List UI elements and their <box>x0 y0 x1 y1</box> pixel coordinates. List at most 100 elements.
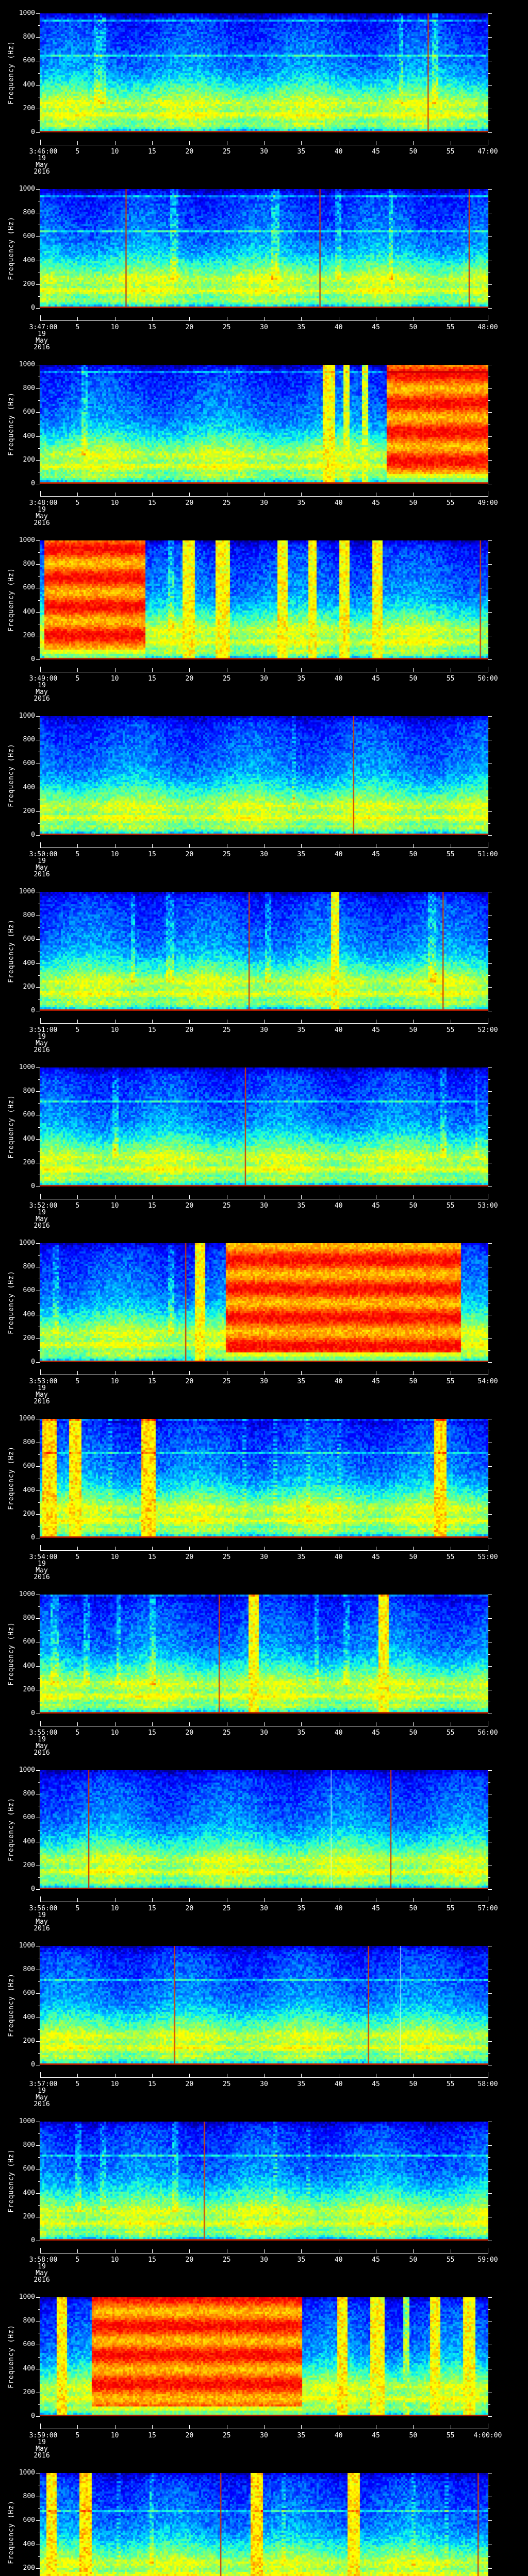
date-label-line: 19 <box>38 1911 46 1919</box>
spectrogram-canvas <box>40 1770 488 1889</box>
y-right-tick-mark <box>488 564 492 565</box>
y-tick-label: 0 <box>31 1007 35 1014</box>
time-tick-label: 55 <box>446 2080 455 2088</box>
time-tick-label: 50 <box>409 499 418 507</box>
y-tick-mark <box>36 540 40 541</box>
y-tick-label: 800 <box>23 2141 35 2149</box>
time-tick-mark <box>413 844 414 848</box>
time-tick-label: 15 <box>148 1729 156 1737</box>
y-tick-mark <box>36 13 40 14</box>
time-tick-mark <box>114 1020 116 1023</box>
time-tick-mark <box>264 1371 265 1375</box>
time-tick-label: 20 <box>185 851 194 858</box>
y-minor-tick-mark <box>38 552 40 553</box>
y-tick-label: 600 <box>23 1286 35 1295</box>
y-tick-label: 800 <box>23 911 35 920</box>
y-axis-title: Frequency (Hz) <box>7 743 15 807</box>
time-tick-label: 55 <box>446 1202 455 1210</box>
y-tick-label: 1000 <box>19 361 35 368</box>
time-tick-label: 15 <box>148 1202 156 1210</box>
time-tick-label: 45 <box>372 851 380 858</box>
time-tick-label: 35 <box>297 851 306 858</box>
spectrogram-canvas <box>40 2122 488 2241</box>
y-minor-tick-mark <box>38 25 40 26</box>
y-right-tick-mark <box>488 600 490 601</box>
y-tick-label: 800 <box>23 1965 35 1974</box>
spectrogram-canvas <box>40 716 488 835</box>
y-minor-tick-mark <box>38 1782 40 1783</box>
date-label: 19 May 2016 <box>23 1385 60 1405</box>
time-tick-label: 40 <box>334 2256 343 2264</box>
y-tick-label: 400 <box>23 2364 35 2372</box>
time-tick-label: 5 <box>75 2432 80 2439</box>
time-tick-mark <box>152 1371 153 1375</box>
time-tick-mark <box>264 844 265 848</box>
time-tick-mark <box>152 1020 153 1023</box>
y-tick-label: 0 <box>31 2061 35 2069</box>
y-tick-label: 400 <box>23 2189 35 2197</box>
time-tick-label: 50 <box>409 1026 418 1034</box>
time-tick-label: 5 <box>75 499 80 507</box>
time-tick-label: 10 <box>110 1026 119 1034</box>
time-tick-label: 5 <box>75 1026 80 1034</box>
y-tick-label: 1000 <box>19 2293 35 2301</box>
y-right-tick-mark <box>488 236 492 238</box>
time-tick-label: 15 <box>148 148 156 156</box>
date-label: 19 May 2016 <box>23 506 60 527</box>
time-tick-mark <box>152 1722 153 1726</box>
time-tick-label: 55 <box>446 851 455 858</box>
time-tick-mark <box>77 1371 78 1375</box>
date-label-line: 19 <box>38 682 46 689</box>
date-label-line: 2016 <box>34 1398 50 1405</box>
time-tick-label: 50 <box>409 1905 418 1912</box>
time-tick-mark <box>40 1194 41 1199</box>
y-tick-label: 0 <box>31 480 35 487</box>
y-minor-tick-mark <box>38 2520 40 2521</box>
time-tick-label: 45 <box>372 1202 380 1210</box>
y-tick-label: 400 <box>23 1486 35 1494</box>
y-right-tick-mark <box>488 2145 492 2146</box>
time-tick-label: 25 <box>222 851 231 858</box>
start-time-label: 3:59:00 <box>29 2432 58 2439</box>
start-time-label: 3:46:00 <box>29 148 58 156</box>
time-tick-label: 15 <box>148 2080 156 2088</box>
y-tick-label: 200 <box>23 2564 35 2572</box>
time-tick-label: 20 <box>185 324 194 331</box>
y-tick-label: 600 <box>23 1989 35 1997</box>
y-right-tick-mark <box>488 1981 490 1982</box>
y-tick-label: 0 <box>31 304 35 312</box>
y-minor-tick-mark <box>38 1079 40 1080</box>
time-tick-label: 35 <box>297 1729 306 1737</box>
y-tick-label: 200 <box>23 982 35 991</box>
date-label-line: 2016 <box>34 1573 50 1581</box>
time-tick-mark <box>40 667 41 672</box>
time-tick-mark <box>189 1195 190 1199</box>
y-minor-tick-mark <box>38 236 40 238</box>
y-tick-label: 400 <box>23 1662 35 1670</box>
y-minor-tick-mark <box>38 1677 40 1679</box>
date-label: 19 May 2016 <box>23 2088 60 2108</box>
y-tick-label: 200 <box>23 2388 35 2396</box>
time-tick-mark <box>413 1898 414 1902</box>
time-tick-mark <box>77 844 78 848</box>
time-tick-label: 20 <box>185 2256 194 2264</box>
time-tick-label: 50 <box>409 2080 418 2088</box>
y-right-tick-mark <box>488 1067 492 1068</box>
time-tick-label: 35 <box>297 675 306 683</box>
y-right-tick-mark <box>488 13 492 14</box>
end-time-label: 56:00 <box>477 1729 498 1737</box>
y-minor-tick-mark <box>38 1490 40 1491</box>
y-tick-label: 600 <box>23 1462 35 1470</box>
y-tick-mark <box>36 189 40 190</box>
time-tick-mark <box>40 2424 41 2429</box>
y-tick-label: 400 <box>23 607 35 616</box>
time-tick-mark <box>114 1195 116 1199</box>
y-minor-tick-mark <box>38 1338 40 1339</box>
time-tick-mark <box>264 2425 265 2429</box>
y-right-tick-mark <box>488 284 492 285</box>
time-tick-label: 50 <box>409 148 418 156</box>
y-axis-title: Frequency (Hz) <box>7 2149 15 2213</box>
y-tick-label: 400 <box>23 2540 35 2548</box>
time-tick-mark <box>189 317 190 320</box>
time-tick-label: 40 <box>334 675 343 683</box>
